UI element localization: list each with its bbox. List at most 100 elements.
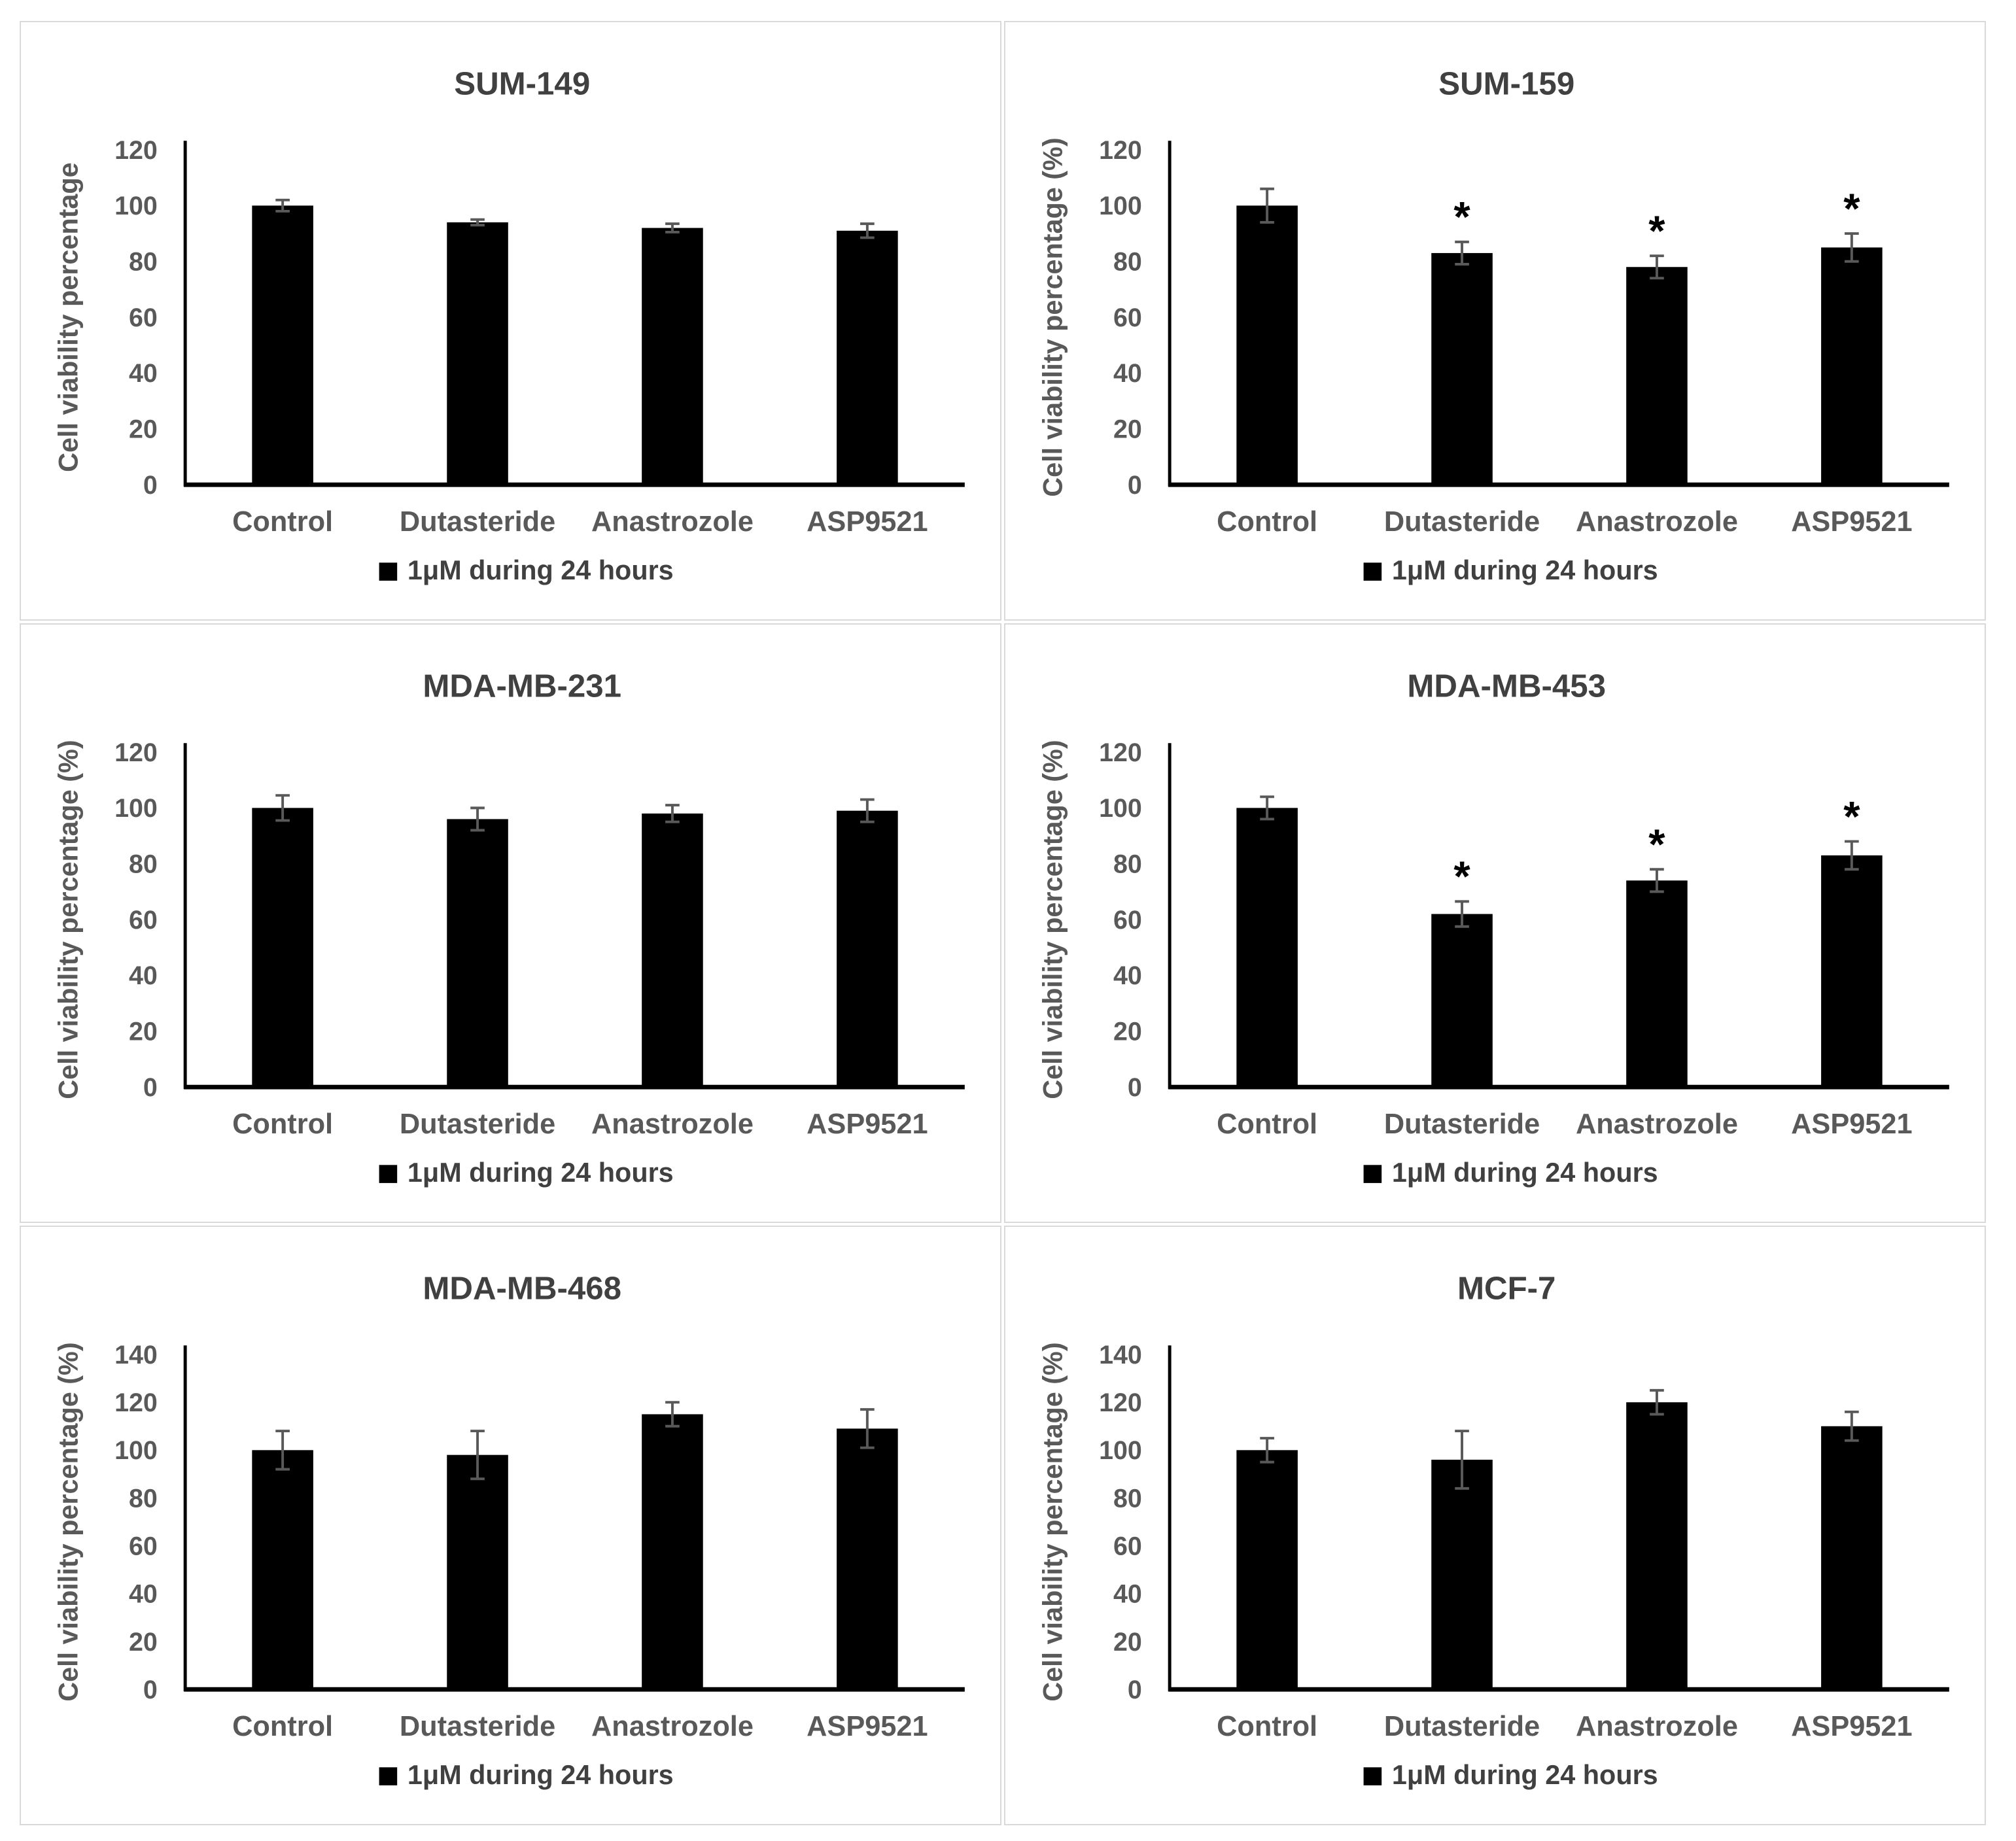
error-bar-asp9521 bbox=[1845, 232, 1859, 263]
chart-panel-sum-149: SUM-149 Cell viability percentage 0 20 40 60 8… bbox=[20, 21, 1001, 621]
bar-control bbox=[252, 1450, 313, 1690]
error-bar-anastrozole bbox=[665, 1401, 680, 1428]
x-category-label-anastrozole: Anastrozole bbox=[591, 506, 754, 538]
legend-label: 1μM during 24 hours bbox=[1392, 555, 1658, 585]
x-category-label-anastrozole: Anastrozole bbox=[591, 1109, 754, 1140]
bar-control bbox=[1236, 808, 1298, 1088]
y-tick-label: 140 bbox=[1099, 1341, 1142, 1369]
chart-panel-sum-159: SUM-159 Cell viability percentage (%) 0 20 4… bbox=[1004, 21, 1986, 621]
y-tick-label: 40 bbox=[129, 359, 158, 388]
bar-anastrozole bbox=[1626, 267, 1688, 485]
significance-asterisk-dutasteride: * bbox=[1453, 193, 1470, 241]
x-category-label-anastrozole: Anastrozole bbox=[1576, 1109, 1738, 1140]
x-category-label-asp9521: ASP9521 bbox=[1791, 1711, 1912, 1742]
x-category-label-control: Control bbox=[232, 506, 333, 538]
chart-title: MDA-MB-453 bbox=[1407, 668, 1606, 704]
bar-chart-mda-mb-231: MDA-MB-231 Cell viability percentage (%) 0… bbox=[54, 668, 965, 1188]
bar-chart-mcf-7: MCF-7 Cell viability percentage (%) 0 20 40 6… bbox=[1038, 1270, 1949, 1790]
y-tick-label: 80 bbox=[129, 248, 158, 277]
legend-label: 1μM during 24 hours bbox=[408, 555, 674, 585]
y-tick-label: 60 bbox=[129, 1532, 158, 1560]
bar-anastrozole bbox=[642, 228, 703, 485]
y-tick-label: 40 bbox=[129, 961, 158, 990]
error-bar-anastrozole bbox=[665, 804, 680, 823]
y-tick-label: 100 bbox=[114, 794, 158, 823]
bar-chart-mda-mb-468: MDA-MB-468 Cell viability percentage (%) 0… bbox=[54, 1270, 965, 1790]
y-tick-label: 20 bbox=[129, 1628, 158, 1657]
y-tick-label: 60 bbox=[129, 906, 158, 935]
significance-asterisk-asp9521: * bbox=[1843, 793, 1860, 840]
chart-title: MCF-7 bbox=[1457, 1270, 1555, 1306]
y-tick-label: 20 bbox=[129, 415, 158, 444]
y-tick-label: 120 bbox=[114, 738, 158, 767]
bar-asp9521 bbox=[1821, 247, 1883, 485]
error-bar-control bbox=[275, 794, 290, 822]
y-tick-label: 100 bbox=[1099, 794, 1142, 823]
y-tick-label: 120 bbox=[114, 136, 158, 165]
bar-anastrozole bbox=[1626, 1402, 1688, 1690]
error-bar-asp9521 bbox=[860, 1408, 875, 1449]
bar-anastrozole bbox=[642, 1414, 703, 1690]
legend-swatch bbox=[379, 1767, 398, 1785]
legend-label: 1μM during 24 hours bbox=[1392, 1760, 1658, 1790]
y-tick-label: 20 bbox=[129, 1018, 158, 1046]
chart-title: MDA-MB-231 bbox=[423, 668, 621, 704]
y-tick-label: 40 bbox=[129, 1580, 158, 1609]
y-axis-label: Cell viability percentage (%) bbox=[1038, 1342, 1068, 1701]
error-bar-anastrozole bbox=[1650, 868, 1664, 893]
error-bar-dutasteride bbox=[1455, 900, 1469, 928]
x-category-label-dutasteride: Dutasteride bbox=[400, 1109, 555, 1140]
error-bar-anastrozole bbox=[1650, 1388, 1664, 1416]
y-tick-label: 80 bbox=[1113, 248, 1142, 277]
bar-control bbox=[252, 808, 313, 1088]
error-bar-anastrozole bbox=[1650, 254, 1664, 280]
y-tick-label: 20 bbox=[1113, 415, 1142, 444]
error-bar-control bbox=[275, 198, 290, 213]
legend-swatch bbox=[1363, 1767, 1382, 1785]
error-bar-dutasteride bbox=[470, 218, 485, 227]
error-bar-dutasteride bbox=[470, 1430, 485, 1481]
y-axis-label: Cell viability percentage (%) bbox=[1038, 137, 1068, 496]
bar-asp9521 bbox=[1821, 1426, 1883, 1690]
bar-dutasteride bbox=[447, 222, 508, 485]
bar-dutasteride bbox=[447, 1454, 508, 1690]
x-category-label-asp9521: ASP9521 bbox=[807, 1711, 928, 1742]
bar-dutasteride bbox=[1431, 1459, 1493, 1690]
x-category-label-dutasteride: Dutasteride bbox=[1384, 1711, 1540, 1742]
y-tick-label: 0 bbox=[143, 1676, 158, 1704]
legend-swatch bbox=[379, 562, 398, 581]
error-bar-asp9521 bbox=[1845, 1410, 1859, 1442]
y-tick-label: 120 bbox=[1099, 1388, 1142, 1417]
y-tick-label: 100 bbox=[1099, 192, 1142, 220]
y-tick-label: 40 bbox=[1113, 961, 1142, 990]
y-tick-label: 20 bbox=[1113, 1628, 1142, 1657]
error-bar-asp9521 bbox=[860, 798, 875, 823]
y-tick-label: 80 bbox=[129, 850, 158, 879]
bar-chart-sum-159: SUM-159 Cell viability percentage (%) 0 20 4… bbox=[1038, 65, 1949, 585]
error-bar-control bbox=[275, 1430, 290, 1471]
y-tick-label: 100 bbox=[1099, 1436, 1142, 1465]
bar-asp9521 bbox=[837, 230, 898, 485]
x-category-label-asp9521: ASP9521 bbox=[1791, 1109, 1912, 1140]
bar-control bbox=[1236, 1450, 1298, 1690]
bar-asp9521 bbox=[837, 1428, 898, 1690]
legend-label: 1μM during 24 hours bbox=[408, 1760, 674, 1790]
y-axis-label: Cell viability percentage bbox=[54, 162, 84, 472]
y-tick-label: 40 bbox=[1113, 1580, 1142, 1609]
error-bar-control bbox=[1260, 187, 1274, 224]
bar-control bbox=[1236, 205, 1298, 485]
bar-dutasteride bbox=[1431, 252, 1493, 485]
bar-asp9521 bbox=[837, 810, 898, 1088]
chart-title: SUM-159 bbox=[1438, 65, 1574, 101]
significance-asterisk-anastrozole: * bbox=[1648, 207, 1665, 254]
legend-swatch bbox=[1363, 562, 1382, 581]
bar-dutasteride bbox=[1431, 914, 1493, 1088]
x-category-label-control: Control bbox=[1217, 1711, 1317, 1742]
y-tick-label: 80 bbox=[1113, 850, 1142, 879]
x-category-label-anastrozole: Anastrozole bbox=[591, 1711, 754, 1742]
legend-swatch bbox=[379, 1165, 398, 1183]
legend-swatch bbox=[1363, 1165, 1382, 1183]
y-tick-label: 120 bbox=[114, 1388, 158, 1417]
x-category-label-control: Control bbox=[232, 1711, 333, 1742]
